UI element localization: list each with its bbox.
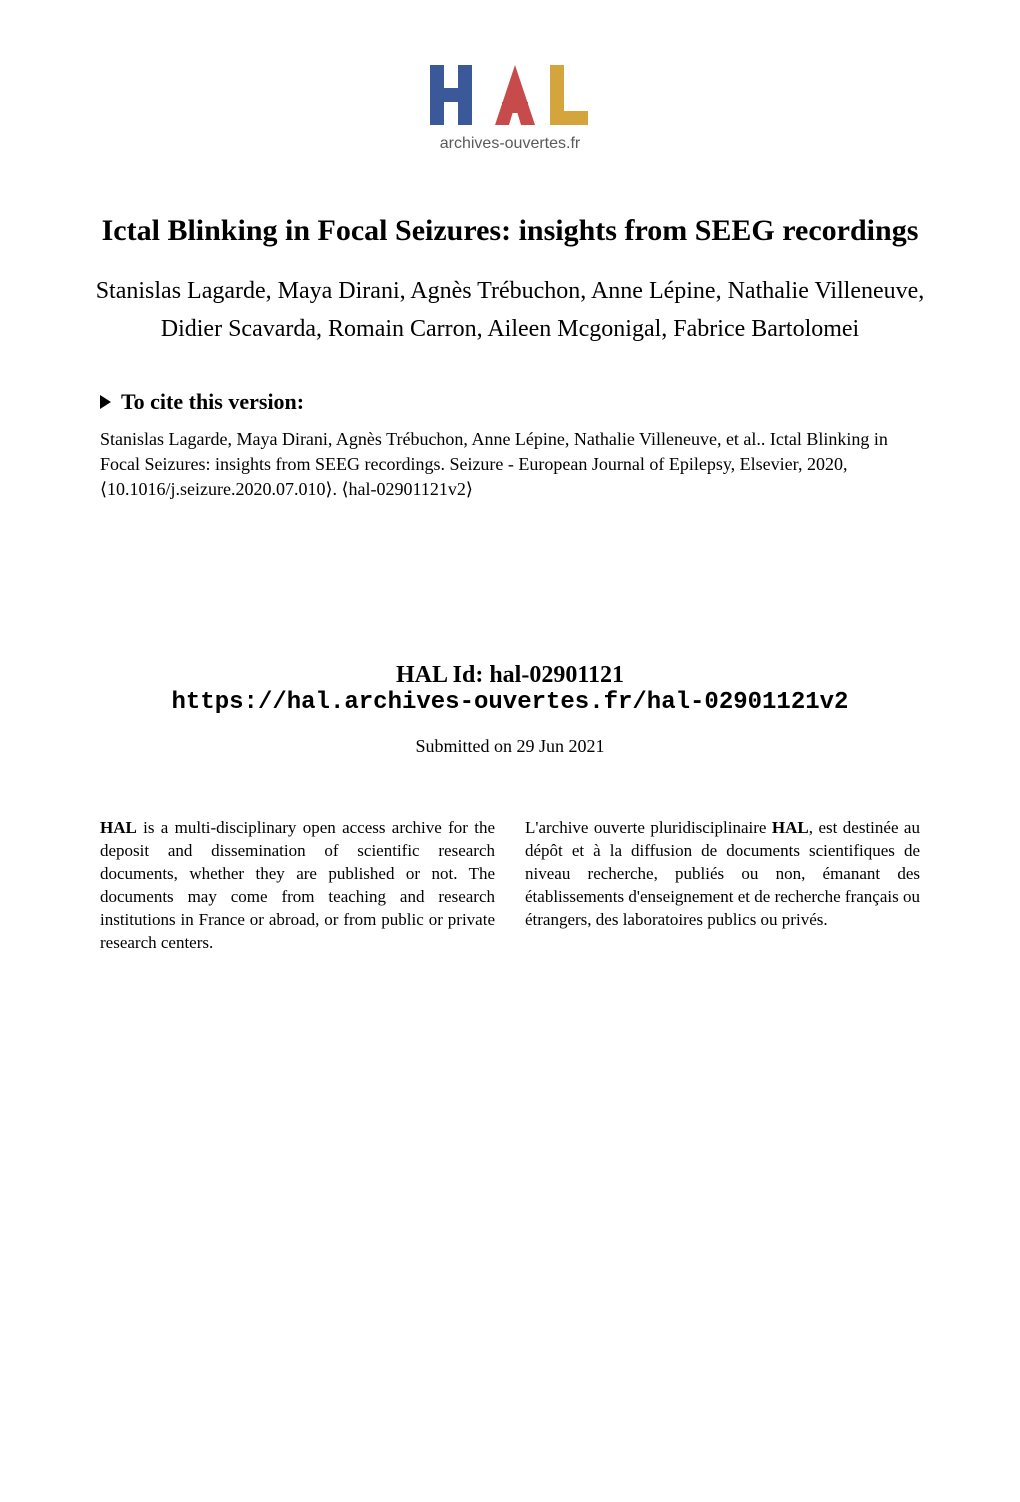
footer-right-text-1: L'archive ouverte pluridisciplinaire [525, 818, 772, 837]
cite-text: Stanislas Lagarde, Maya Dirani, Agnès Tr… [100, 427, 920, 503]
cite-heading: To cite this version: [100, 389, 920, 415]
submitted-date: Submitted on 29 Jun 2021 [0, 736, 1020, 757]
footer-left-text: is a multi-disciplinary open access arch… [100, 818, 495, 952]
footer-left-prefix: HAL [100, 818, 137, 837]
authors-block: Stanislas Lagarde, Maya Dirani, Agnès Tr… [90, 272, 930, 349]
hal-id-block: HAL Id: hal-02901121 https://hal.archive… [0, 662, 1020, 716]
hal-logo: archives-ouvertes.fr [420, 60, 600, 160]
authors-text: Stanislas Lagarde, Maya Dirani, Agnès Tr… [96, 278, 925, 342]
footer-right-column: L'archive ouverte pluridisciplinaire HAL… [525, 817, 920, 955]
triangle-right-icon [100, 395, 111, 409]
hal-logo-container: archives-ouvertes.fr [0, 60, 1020, 160]
hal-logo-svg: archives-ouvertes.fr [420, 60, 600, 155]
paper-title: Ictal Blinking in Focal Seizures: insigh… [100, 210, 920, 252]
footer-columns: HAL is a multi-disciplinary open access … [100, 817, 920, 955]
cite-heading-text: To cite this version: [121, 389, 304, 415]
footer-left-column: HAL is a multi-disciplinary open access … [100, 817, 495, 955]
cite-section: To cite this version: Stanislas Lagarde,… [100, 389, 920, 503]
title-block: Ictal Blinking in Focal Seizures: insigh… [100, 210, 920, 252]
hal-url: https://hal.archives-ouvertes.fr/hal-029… [0, 689, 1020, 716]
logo-subtitle: archives-ouvertes.fr [440, 135, 581, 152]
hal-id-label: HAL Id: hal-02901121 [0, 662, 1020, 689]
footer-right-bold: HAL [772, 818, 809, 837]
